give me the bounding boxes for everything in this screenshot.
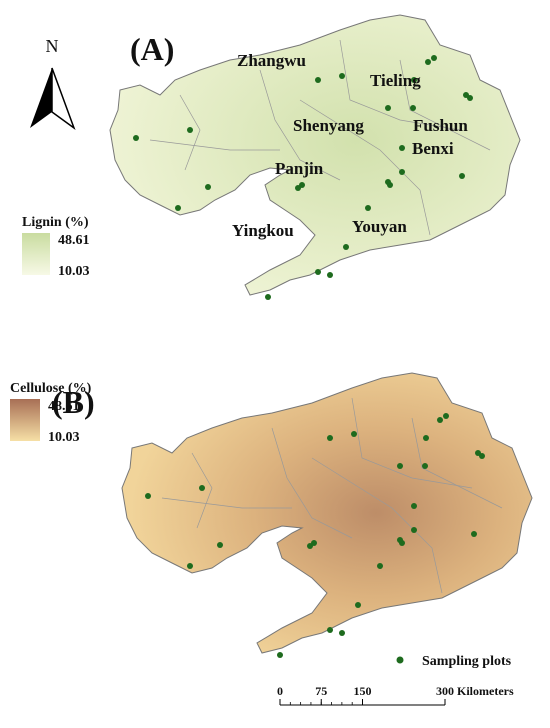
legend-title: Lignin (%) — [22, 215, 89, 230]
province-outline — [121, 372, 533, 654]
city-label: Youyan — [352, 217, 407, 236]
sampling-plot — [385, 105, 391, 111]
sampling-plot — [459, 173, 465, 179]
sampling-plot — [397, 463, 403, 469]
scale-unit: Kilometers — [457, 684, 514, 698]
sampling-plot — [205, 184, 211, 190]
north-arrow — [30, 68, 52, 128]
sampling-plot — [343, 244, 349, 250]
sampling-plot — [431, 55, 437, 61]
panel-label: (B) — [52, 384, 95, 420]
sampling-plot — [295, 185, 301, 191]
sampling-plot — [423, 435, 429, 441]
legend-max: 48.61 — [48, 399, 80, 414]
north-label: N — [46, 36, 59, 56]
county-border — [339, 39, 461, 131]
sampling-plot — [339, 73, 345, 79]
sampling-plot — [365, 205, 371, 211]
sampling-plot — [377, 563, 383, 569]
legend-title: Cellulose (%) — [10, 381, 92, 396]
sampling-plot — [351, 431, 357, 437]
sampling-plot — [217, 542, 223, 548]
sampling-plot — [479, 453, 485, 459]
scale-tick-label: 75 — [315, 684, 327, 698]
sampling-plot — [425, 59, 431, 65]
county-border — [411, 417, 503, 509]
sampling-plot — [467, 95, 473, 101]
city-label: Panjin — [275, 159, 324, 178]
sampling-legend-dot — [396, 656, 404, 664]
legend-max: 48.61 — [58, 233, 90, 248]
sampling-plot — [411, 503, 417, 509]
sampling-plot — [187, 127, 193, 133]
city-label: Yingkou — [232, 221, 294, 240]
county-border — [399, 59, 491, 151]
legend-min: 10.03 — [58, 264, 90, 279]
sampling-plot — [397, 537, 403, 543]
sampling-plot — [327, 627, 333, 633]
map-layer: (A) (B) Zhangwu Tieling Shenyang Fushun Benxi P… — [52, 14, 533, 706]
sampling-plot — [399, 169, 405, 175]
sampling-plot — [315, 77, 321, 83]
sampling-plot — [437, 417, 443, 423]
county-border — [179, 94, 201, 171]
county-border — [191, 452, 213, 529]
legend-min: 10.03 — [48, 430, 80, 445]
province-outline — [109, 14, 521, 296]
scale-tick-label: 0 — [277, 684, 283, 698]
map-panel: (B) — [52, 372, 533, 658]
sampling-plot — [199, 485, 205, 491]
sampling-plot — [277, 652, 283, 658]
legend-ramp — [10, 399, 40, 441]
city-label: Benxi — [412, 139, 454, 158]
sampling-plot — [133, 135, 139, 141]
county-border — [259, 69, 341, 181]
sampling-plot — [411, 77, 417, 83]
sampling-plot — [385, 179, 391, 185]
city-label: Zhangwu — [237, 51, 306, 70]
city-label: Tieling — [370, 71, 421, 90]
sampling-plot — [411, 527, 417, 533]
county-border — [161, 497, 292, 509]
panel-label: (A) — [130, 31, 174, 67]
city-label: Fushun — [413, 116, 468, 135]
county-border — [271, 427, 353, 539]
sampling-plot — [315, 269, 321, 275]
sampling-plot — [410, 105, 416, 111]
north-arrow — [51, 67, 76, 131]
sampling-plot — [443, 413, 449, 419]
city-label: Shenyang — [293, 116, 364, 135]
sampling-plot — [339, 630, 345, 636]
sampling-plot — [145, 493, 151, 499]
sampling-plot — [422, 463, 428, 469]
sampling-plot — [471, 531, 477, 537]
legend-ramp — [22, 233, 50, 275]
sampling-legend: Sampling plots — [422, 654, 512, 669]
map-panel: (A) — [109, 14, 521, 300]
sampling-plot — [327, 435, 333, 441]
scale-tick-label: 300 — [436, 684, 454, 698]
sampling-plot — [399, 145, 405, 151]
county-border — [149, 139, 280, 151]
sampling-plot — [187, 563, 193, 569]
sampling-plot — [265, 294, 271, 300]
scale-tick-label: 150 — [354, 684, 372, 698]
county-border — [351, 397, 473, 489]
sampling-plot — [307, 543, 313, 549]
sampling-plot — [175, 205, 181, 211]
sampling-plot — [327, 272, 333, 278]
sampling-plot — [355, 602, 361, 608]
